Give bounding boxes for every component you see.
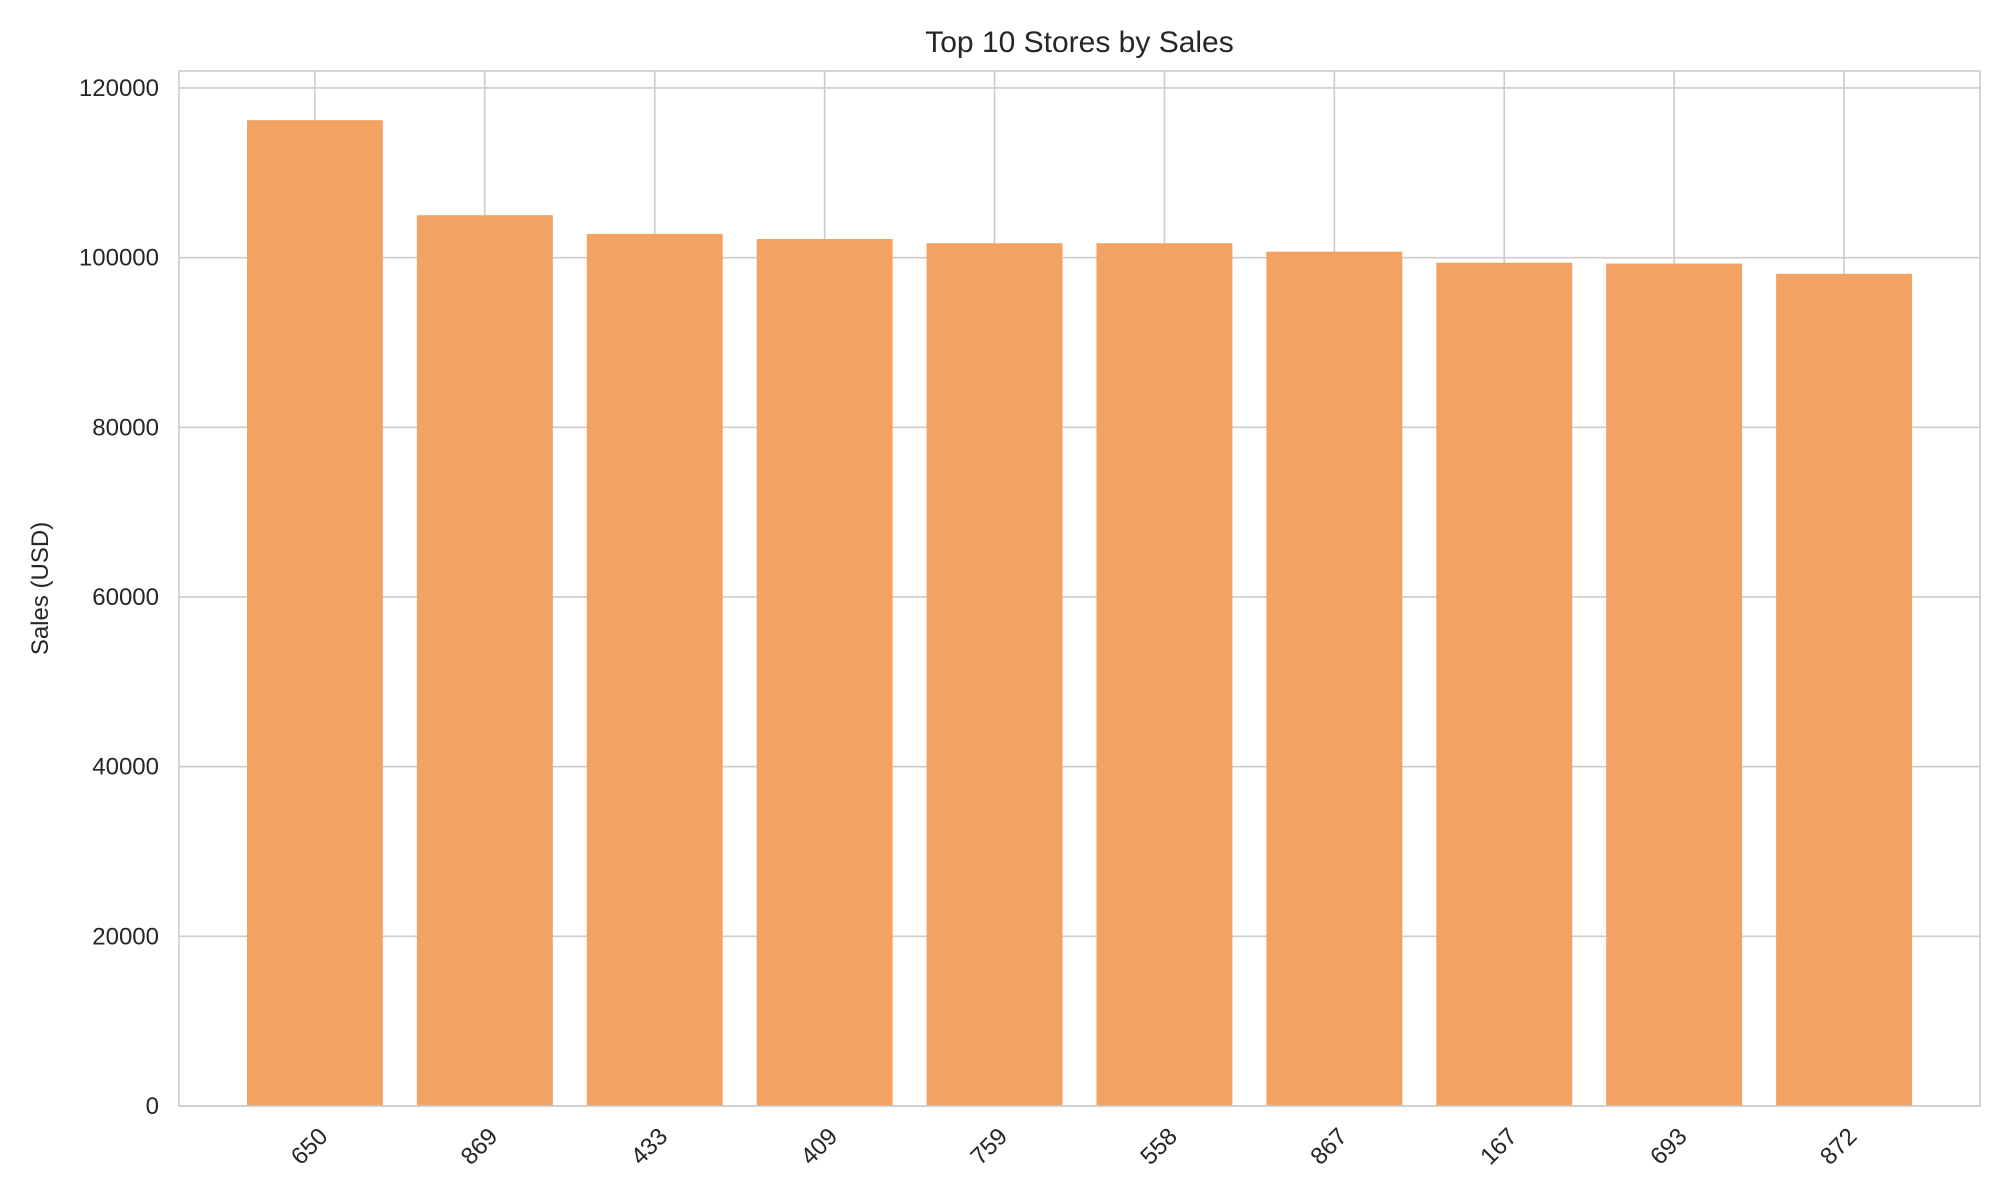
bar-store-650 (246, 120, 383, 1107)
y-tick-label: 120000 (79, 75, 159, 102)
chart-title: Top 10 Stores by Sales (925, 26, 1234, 59)
y-axis-ticks: 0 20000 40000 60000 80000 100000 120000 (79, 75, 159, 1120)
bar-store-759 (926, 243, 1063, 1106)
bar-store-693 (1606, 263, 1743, 1106)
y-tick-label: 0 (146, 1093, 159, 1120)
bar-store-869 (416, 215, 553, 1106)
y-tick-label: 40000 (92, 754, 159, 781)
axes-border (178, 70, 1981, 1107)
axes-frame (178, 70, 1981, 1107)
y-tick-label: 100000 (79, 245, 159, 272)
y-axis-title: Sales (USD) (27, 522, 54, 655)
bar-store-867 (1266, 251, 1403, 1107)
bar-store-409 (756, 238, 893, 1106)
y-tick-label: 80000 (92, 414, 159, 441)
bars (246, 120, 1913, 1107)
y-tick-label: 60000 (92, 584, 159, 611)
bar-store-167 (1436, 262, 1573, 1107)
bar-store-433 (586, 233, 723, 1106)
bar-store-872 (1776, 273, 1913, 1107)
bar-store-558 (1096, 243, 1233, 1106)
y-tick-label: 20000 (92, 923, 159, 950)
